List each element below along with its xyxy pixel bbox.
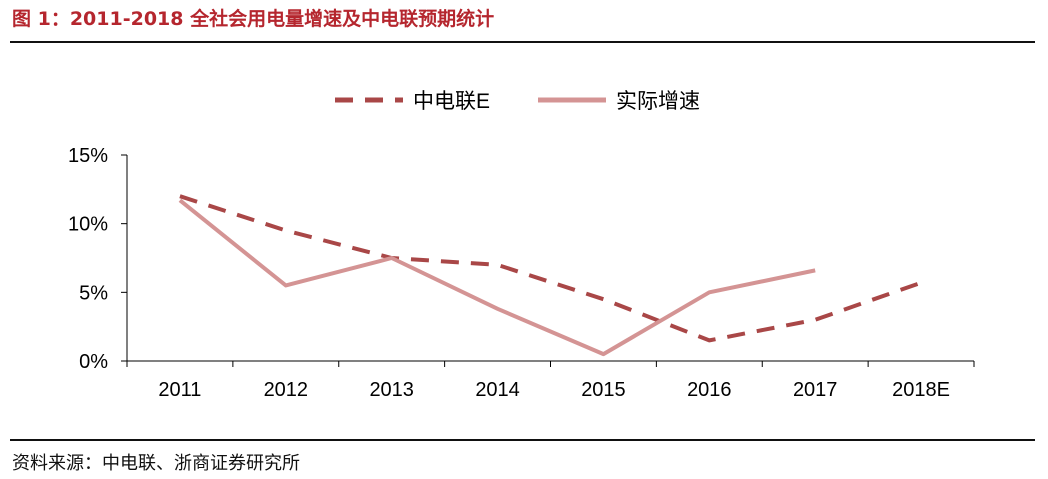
x-tick-label: 2012 xyxy=(264,379,309,401)
x-tick-label: 2015 xyxy=(581,379,626,401)
actual-series-line xyxy=(178,198,816,357)
legend-item: 中电联E xyxy=(335,90,490,113)
actual-point xyxy=(707,290,711,294)
forecast-point xyxy=(813,318,817,322)
x-tick-label: 2016 xyxy=(687,379,732,401)
forecast-point xyxy=(284,229,288,233)
forecast-point xyxy=(601,297,605,301)
x-tick-label: 2018E xyxy=(892,379,950,401)
y-tick-label: 15% xyxy=(68,145,108,167)
actual-point xyxy=(390,256,394,260)
legend-label: 实际增速 xyxy=(616,90,700,113)
x-tick-label: 2011 xyxy=(158,379,201,401)
forecast-series-line xyxy=(179,194,922,343)
x-tick-label: 2014 xyxy=(475,379,520,401)
y-tick-label: 5% xyxy=(79,282,108,304)
actual-point xyxy=(178,198,182,202)
y-tick-label: 10% xyxy=(68,214,108,236)
figure-title: 图 1：2011-2018 全社会用电量增速及中电联预期统计 xyxy=(12,8,495,30)
actual-point xyxy=(496,307,500,311)
source-note: 资料来源：中电联、浙商证券研究所 xyxy=(12,453,300,474)
legend-label: 中电联E xyxy=(413,90,490,113)
series-layer xyxy=(178,194,923,357)
title-divider xyxy=(10,41,1035,43)
chart-legend: 中电联E 实际增速 xyxy=(335,90,700,113)
forecast-point xyxy=(496,263,500,267)
source-divider xyxy=(10,439,1035,441)
forecast-point xyxy=(178,194,182,198)
y-axis: 0% 5% 10% 15% xyxy=(68,145,128,373)
actual-point xyxy=(284,283,288,287)
forecast-point xyxy=(707,338,711,342)
y-tick-label: 0% xyxy=(79,351,108,373)
x-tick-label: 2017 xyxy=(793,379,838,401)
x-tick-label: 2013 xyxy=(369,379,414,401)
actual-point xyxy=(813,268,817,272)
forecast-point xyxy=(919,281,923,285)
actual-point xyxy=(601,352,605,356)
x-axis: 2011 2012 2013 2014 2015 2016 2017 2018E xyxy=(126,360,975,401)
legend-item: 实际增速 xyxy=(538,90,700,113)
